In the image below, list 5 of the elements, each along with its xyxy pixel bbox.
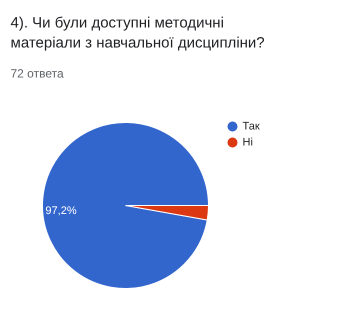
legend-label: Так [242, 120, 260, 132]
chart-title: 4). Чи були доступні методичні матеріали з навчальної дисципліни? [10, 14, 265, 52]
data-label: 97,2% [45, 205, 77, 218]
chart-subtitle: 72 ответа [10, 66, 64, 80]
legend-label: Ні [242, 136, 253, 148]
